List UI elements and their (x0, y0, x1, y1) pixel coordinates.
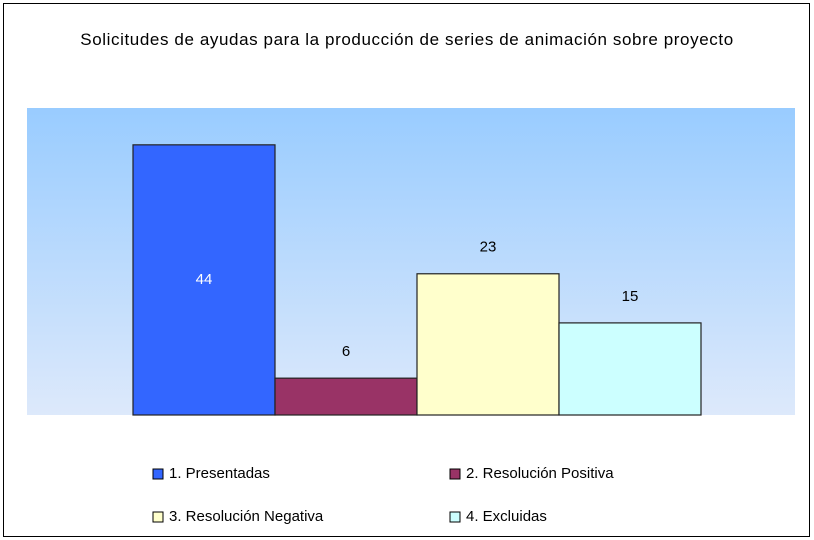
legend-label: 2. Resolución Positiva (466, 465, 614, 482)
legend-swatch (152, 468, 164, 480)
legend-swatch (152, 511, 164, 523)
data-label: 23 (480, 239, 497, 256)
data-label: 15 (622, 288, 639, 305)
legend-swatch (449, 511, 461, 523)
bar (132, 144, 276, 416)
bar (416, 273, 560, 416)
data-label: 44 (196, 271, 213, 288)
legend-label: 3. Resolución Negativa (169, 508, 324, 525)
bar (558, 322, 702, 416)
data-label: 6 (342, 343, 350, 360)
chart-title: Solicitudes de ayudas para la producción… (80, 30, 734, 49)
legend-label: 1. Presentadas (169, 465, 270, 482)
bar (274, 377, 418, 416)
legend-swatch (449, 468, 461, 480)
legend-label: 4. Excluidas (466, 508, 547, 525)
